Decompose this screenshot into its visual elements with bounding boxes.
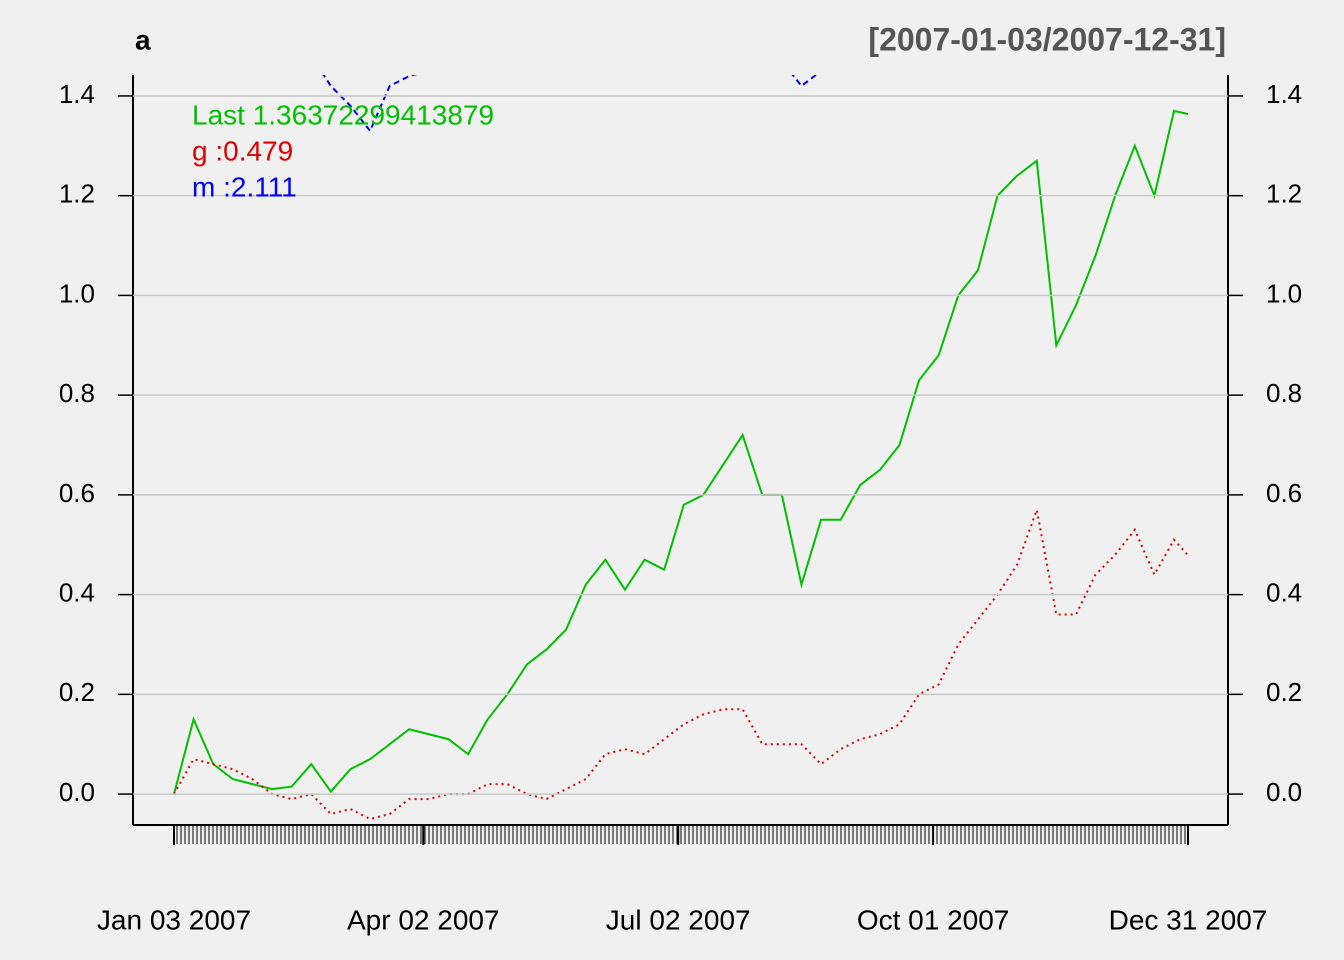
y-tick-label: 0.2: [59, 677, 95, 707]
y-tick-label-right: 1.4: [1266, 79, 1302, 109]
y-tick-label-right: 0.2: [1266, 677, 1302, 707]
chart-subtitle: [2007-01-03/2007-12-31]: [868, 21, 1226, 57]
chart-title: a: [135, 24, 151, 55]
x-tick-label: Jul 02 2007: [606, 904, 751, 935]
minor-ticks: [174, 826, 1188, 844]
y-tick-label-right: 1.0: [1266, 278, 1302, 308]
y-tick-label-right: 0.4: [1266, 577, 1302, 607]
y-tick-label: 0.0: [59, 777, 95, 807]
legend-entry: m :2.111: [192, 171, 297, 202]
y-tick-label: 0.8: [59, 378, 95, 408]
y-tick-label: 0.4: [59, 577, 95, 607]
series-line: [173, 506, 1189, 821]
y-tick-label-right: 0.6: [1266, 478, 1302, 508]
y-tick-label-right: 0.0: [1266, 777, 1302, 807]
plot-area: [173, 75, 1189, 821]
x-tick-label: Dec 31 2007: [1109, 904, 1268, 935]
y-tick-label: 1.0: [59, 278, 95, 308]
y-tick-label-right: 0.8: [1266, 378, 1302, 408]
y-tick-label: 1.4: [59, 79, 95, 109]
x-tick-label: Oct 01 2007: [857, 904, 1010, 935]
y-tick-label: 1.2: [59, 179, 95, 209]
series-line: [322, 75, 818, 133]
legend-entry: g :0.479: [192, 135, 293, 166]
x-tick-label: Jan 03 2007: [97, 904, 251, 935]
y-tick-label: 0.6: [59, 478, 95, 508]
legend-entry: Last 1.36372299413879: [192, 99, 494, 130]
y-tick-label-right: 1.2: [1266, 179, 1302, 209]
series-line: [173, 109, 1189, 795]
x-tick-label: Apr 02 2007: [347, 904, 500, 935]
